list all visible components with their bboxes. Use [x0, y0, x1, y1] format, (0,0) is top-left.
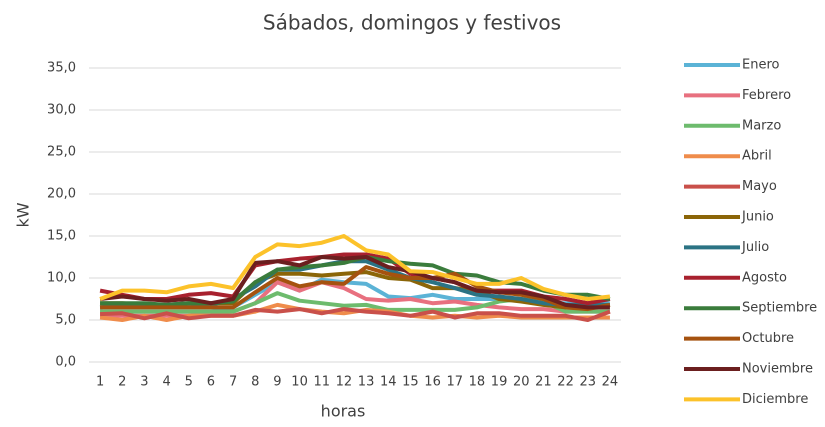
y-tick-label: 15,0 [47, 229, 76, 244]
x-tick-label: 15 [402, 375, 419, 390]
legend-label: Julio [741, 240, 769, 255]
x-tick-label: 23 [579, 375, 596, 390]
legend-label: Noviembre [742, 362, 813, 377]
legend-label: Mayo [742, 179, 777, 194]
x-tick-label: 3 [140, 375, 148, 390]
x-tick-label: 14 [380, 375, 397, 390]
x-tick-label: 18 [469, 375, 486, 390]
x-axis-title: horas [321, 402, 366, 421]
x-tick-label: 7 [229, 375, 237, 390]
y-axis-title: kW [14, 202, 33, 227]
legend-label: Enero [742, 58, 780, 73]
x-tick-label: 20 [513, 375, 530, 390]
legend-label: Agosto [742, 270, 787, 285]
x-tick-label: 1 [96, 375, 104, 390]
y-tick-label: 35,0 [47, 61, 76, 76]
legend-label: Octubre [742, 331, 794, 346]
x-tick-label: 24 [602, 375, 619, 390]
legend-label: Marzo [742, 118, 781, 133]
legend-label: Septiembre [742, 301, 817, 316]
x-tick-label: 10 [291, 375, 308, 390]
legend-label: Diciembre [742, 392, 808, 407]
series-line [100, 307, 611, 322]
x-tick-label: 22 [557, 375, 574, 390]
y-tick-label: 25,0 [47, 145, 76, 160]
legend-label: Febrero [742, 88, 791, 103]
series-line [99, 234, 611, 301]
x-tick-label: 9 [273, 375, 281, 390]
y-tick-label: 20,0 [47, 187, 76, 202]
x-tick-label: 2 [118, 375, 126, 390]
series-line [100, 265, 611, 312]
legend-label: Junio [741, 210, 774, 225]
x-tick-label: 17 [446, 375, 463, 390]
x-tick-label: 12 [336, 375, 353, 390]
x-tick-label: 21 [535, 375, 552, 390]
x-tick-label: 8 [251, 375, 259, 390]
y-tick-label: 10,0 [47, 271, 76, 286]
x-tick-label: 11 [313, 375, 330, 390]
x-tick-label: 4 [162, 375, 170, 390]
y-tick-label: 5,0 [55, 313, 76, 328]
series-line [100, 255, 611, 307]
x-tick-label: 5 [185, 375, 193, 390]
chart-title: Sábados, domingos y festivos [263, 11, 561, 35]
x-tick-label: 13 [358, 375, 375, 390]
y-tick-label: 0,0 [55, 355, 76, 370]
x-tick-label: 6 [207, 375, 215, 390]
x-tick-label: 16 [424, 375, 441, 390]
x-tick-label: 19 [491, 375, 508, 390]
y-tick-label: 30,0 [47, 103, 76, 118]
series-line [99, 255, 610, 310]
legend-label: Abril [742, 149, 772, 164]
